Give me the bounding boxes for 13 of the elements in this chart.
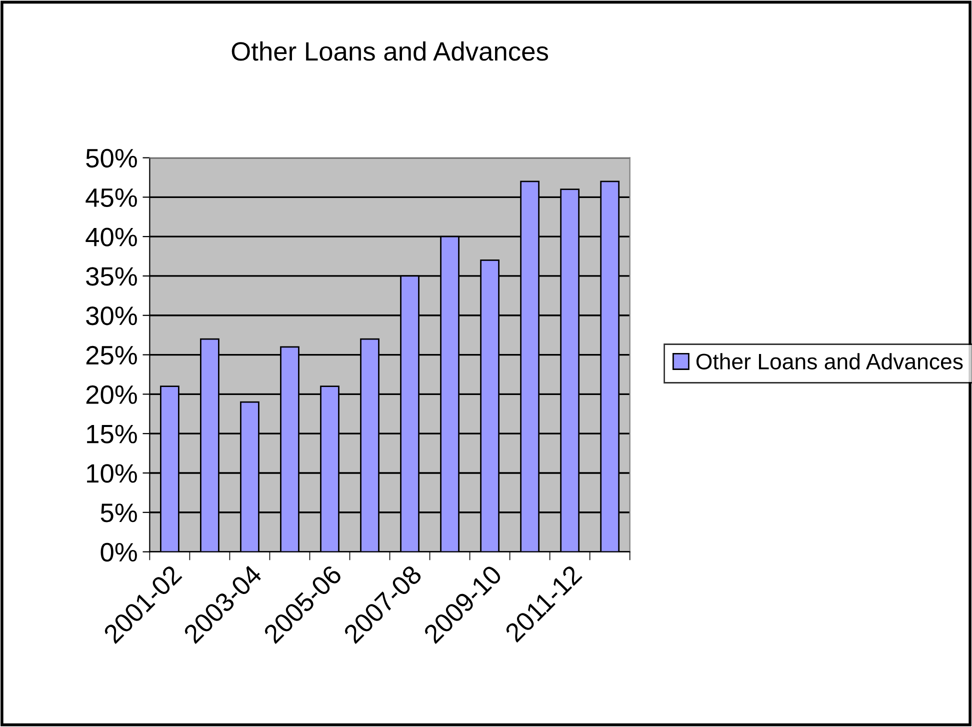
y-tick-label: 30% bbox=[86, 306, 137, 326]
y-tick-label: 20% bbox=[86, 385, 137, 404]
y-tick-label: 5% bbox=[100, 504, 137, 522]
y-tick-label: 15% bbox=[87, 424, 137, 444]
y-tick-label: 45% bbox=[86, 188, 137, 207]
y-tick-label: 10% bbox=[87, 464, 137, 483]
y-tick-label: 25% bbox=[86, 346, 137, 365]
y-tick-label: 0% bbox=[100, 542, 137, 562]
legend-label: Other Loans and Advances bbox=[696, 353, 963, 370]
chart-title: Other Loans and Advances bbox=[232, 41, 548, 61]
y-tick-label: 50% bbox=[86, 148, 137, 168]
y-tick-label: 40% bbox=[86, 228, 137, 246]
y-tick-label: 35% bbox=[86, 267, 137, 286]
